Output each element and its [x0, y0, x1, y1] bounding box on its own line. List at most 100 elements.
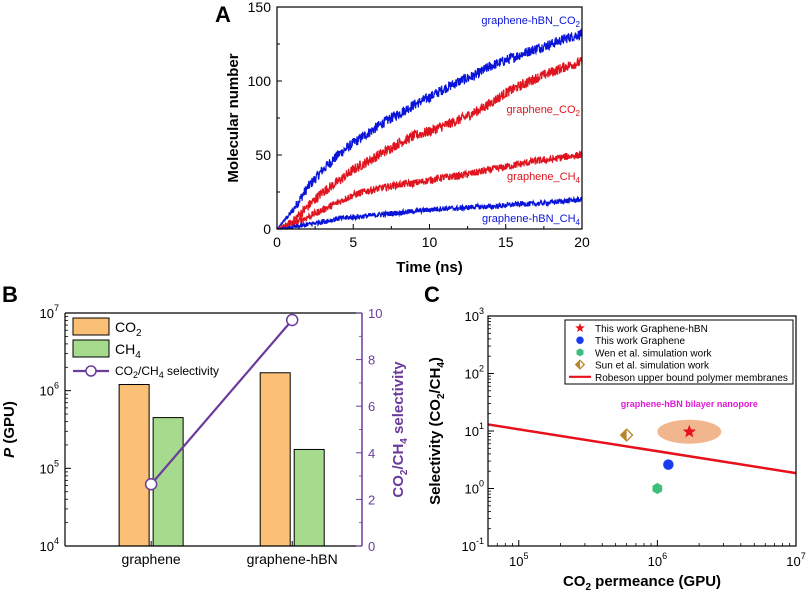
- legend-swatch-0: [72, 317, 110, 336]
- right-tick-label: 2: [368, 492, 375, 507]
- panel-label-c: C: [424, 282, 440, 307]
- tick-base: 10: [40, 306, 54, 321]
- left-tick-label: 105: [40, 458, 59, 476]
- y-tick-label: 102: [465, 364, 484, 382]
- series-label-1: graphene_CO2: [506, 104, 580, 118]
- legend-sub: 2: [136, 328, 142, 339]
- right-tick-label: 8: [368, 353, 375, 368]
- x-tick-label: 106: [648, 551, 667, 569]
- series-line-3: [277, 195, 583, 231]
- x-tick-label: 20: [574, 234, 590, 250]
- y-tick-label: 101: [465, 421, 484, 439]
- x-axis-label: CO2 permeance (GPU): [563, 573, 721, 593]
- x-tick-label: 105: [509, 551, 528, 569]
- label-rest: (GPU): [1, 401, 18, 448]
- x-tick-label: 5: [349, 234, 357, 250]
- selectivity-marker-1: [285, 313, 299, 327]
- series-label-subscript: 2: [576, 109, 581, 118]
- tick-base: 10: [786, 554, 800, 569]
- right-tick-label: 10: [368, 306, 382, 321]
- legend-line-marker: [85, 365, 97, 377]
- legend-marker-1: [576, 336, 584, 344]
- panel-label-a: A: [215, 2, 231, 27]
- y-axis-label: Selectivity (CO2/CH4): [427, 357, 447, 505]
- left-axis-label: P (GPU): [1, 401, 18, 458]
- r-sub4: 4: [399, 438, 410, 444]
- yl-sub2: 2: [436, 393, 447, 399]
- tick-exponent: 5: [54, 458, 59, 468]
- legend-label-3: Sun et al. simulation work: [595, 361, 710, 372]
- annotation-label: graphene-hBN bilayer nanopore: [621, 399, 758, 409]
- yl-b: /CH: [427, 368, 444, 394]
- legend-marker-2: [576, 348, 584, 357]
- panel-label-b: B: [2, 282, 18, 307]
- yl-sub4: 4: [436, 362, 447, 368]
- series-label-2: graphene_CH4: [507, 171, 581, 185]
- right-axis-label: CO2/CH4 selectivity: [390, 361, 410, 498]
- category-label-0: graphene: [122, 551, 181, 567]
- legend-label-4: Robeson upper bound polymer membranes: [595, 373, 788, 384]
- right-tick-label: 4: [368, 446, 375, 461]
- l-sel: selectivity: [164, 364, 219, 378]
- tick-exponent: 6: [54, 381, 59, 391]
- legend-marker-3-half: [575, 360, 580, 369]
- y-tick-label: 100: [465, 479, 484, 497]
- data-point-2: [652, 482, 663, 495]
- r-co: CO: [390, 475, 407, 498]
- tick-base: 10: [465, 309, 479, 324]
- legend-label-2: CO2/CH4 selectivity: [115, 364, 219, 380]
- legend-label-1: This work Graphene: [595, 336, 685, 347]
- selectivity-line: [150, 319, 294, 485]
- tick-exponent: 7: [54, 303, 59, 313]
- left-tick-label: 104: [40, 536, 59, 554]
- y-tick-label: 103: [465, 306, 484, 324]
- y-tick-label: 150: [248, 0, 272, 15]
- legend-marker-0: [575, 323, 585, 332]
- r-sel: selectivity: [390, 361, 407, 438]
- x-tick-label: 0: [273, 234, 281, 250]
- y-axis-label: Molecular number: [225, 53, 242, 182]
- left-tick-label: 106: [40, 381, 59, 399]
- data-point-3-half: [620, 429, 627, 442]
- right-tick-label: 6: [368, 399, 375, 414]
- y-tick-label: 100: [248, 73, 272, 89]
- legend-label-2: Wen et al. simulation work: [595, 348, 713, 359]
- series-line-0: [276, 28, 583, 230]
- tick-exponent: 7: [801, 551, 806, 561]
- legend-label-0: CO2: [115, 319, 142, 339]
- series-label-0: graphene-hBN_CO2: [481, 15, 580, 29]
- tick-base: 10: [40, 384, 54, 399]
- series-label-3: graphene-hBN_CH4: [482, 213, 581, 227]
- tick-exponent: 3: [479, 306, 484, 316]
- legend-box: [564, 319, 794, 385]
- y-tick-label: 0: [263, 221, 271, 237]
- y-tick-label: 50: [255, 147, 271, 163]
- tick-exponent: 1: [479, 421, 484, 431]
- tick-base: 10: [509, 554, 523, 569]
- series-label-subscript: 4: [576, 218, 581, 227]
- data-point-0: [682, 424, 696, 438]
- bar-co-1: [259, 372, 291, 547]
- legend-name: CH: [115, 341, 135, 357]
- l-sub4: 4: [159, 370, 164, 380]
- tick-exponent: 4: [54, 536, 59, 546]
- series-line-1: [276, 56, 583, 230]
- bar-ch-0: [152, 417, 184, 547]
- robeson-line: [487, 423, 797, 475]
- xl-sub2: 2: [585, 582, 591, 593]
- l-ch: /CH: [138, 364, 159, 378]
- series-label-name: graphene-hBN_CO: [481, 15, 576, 27]
- yl-a: Selectivity (CO: [427, 399, 444, 505]
- yl-c: ): [427, 357, 444, 362]
- tick-base: 10: [648, 554, 662, 569]
- tick-base: 10: [462, 539, 476, 554]
- x-tick-label: 107: [786, 551, 805, 569]
- tick-base: 10: [40, 539, 54, 554]
- series-line-2: [276, 150, 583, 230]
- label-italic: P: [1, 447, 18, 458]
- legend-swatch-1: [72, 339, 110, 358]
- category-label-1: graphene-hBN: [247, 551, 338, 567]
